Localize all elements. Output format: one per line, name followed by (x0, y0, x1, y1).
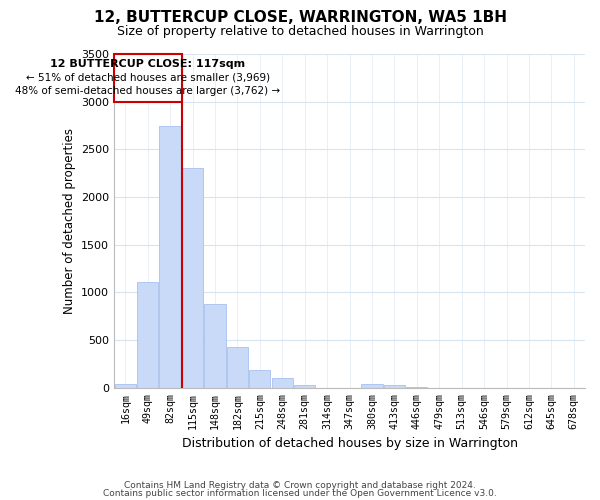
Bar (227, 347, 248, 388)
Text: Size of property relative to detached houses in Warrington: Size of property relative to detached ho… (116, 25, 484, 38)
Bar (160, 126, 181, 388)
Text: Contains public sector information licensed under the Open Government Licence v3: Contains public sector information licen… (103, 488, 497, 498)
Bar (406, 387, 427, 388)
Text: 48% of semi-detached houses are larger (3,762) →: 48% of semi-detached houses are larger (… (16, 86, 281, 96)
Text: ← 51% of detached houses are smaller (3,969): ← 51% of detached houses are smaller (3,… (26, 73, 270, 83)
Bar (384, 385, 405, 388)
Bar (205, 304, 226, 388)
Bar (294, 385, 316, 388)
Text: Contains HM Land Registry data © Crown copyright and database right 2024.: Contains HM Land Registry data © Crown c… (124, 481, 476, 490)
Bar (115, 384, 136, 388)
Text: 12 BUTTERCUP CLOSE: 117sqm: 12 BUTTERCUP CLOSE: 117sqm (50, 60, 245, 70)
Bar (182, 168, 203, 388)
Bar (137, 282, 158, 388)
Text: 12, BUTTERCUP CLOSE, WARRINGTON, WA5 1BH: 12, BUTTERCUP CLOSE, WARRINGTON, WA5 1BH (94, 10, 506, 25)
X-axis label: Distribution of detached houses by size in Warrington: Distribution of detached houses by size … (182, 437, 518, 450)
Bar (361, 384, 383, 388)
Bar (249, 370, 271, 388)
Bar (272, 378, 293, 388)
FancyBboxPatch shape (114, 54, 182, 102)
Y-axis label: Number of detached properties: Number of detached properties (62, 128, 76, 314)
